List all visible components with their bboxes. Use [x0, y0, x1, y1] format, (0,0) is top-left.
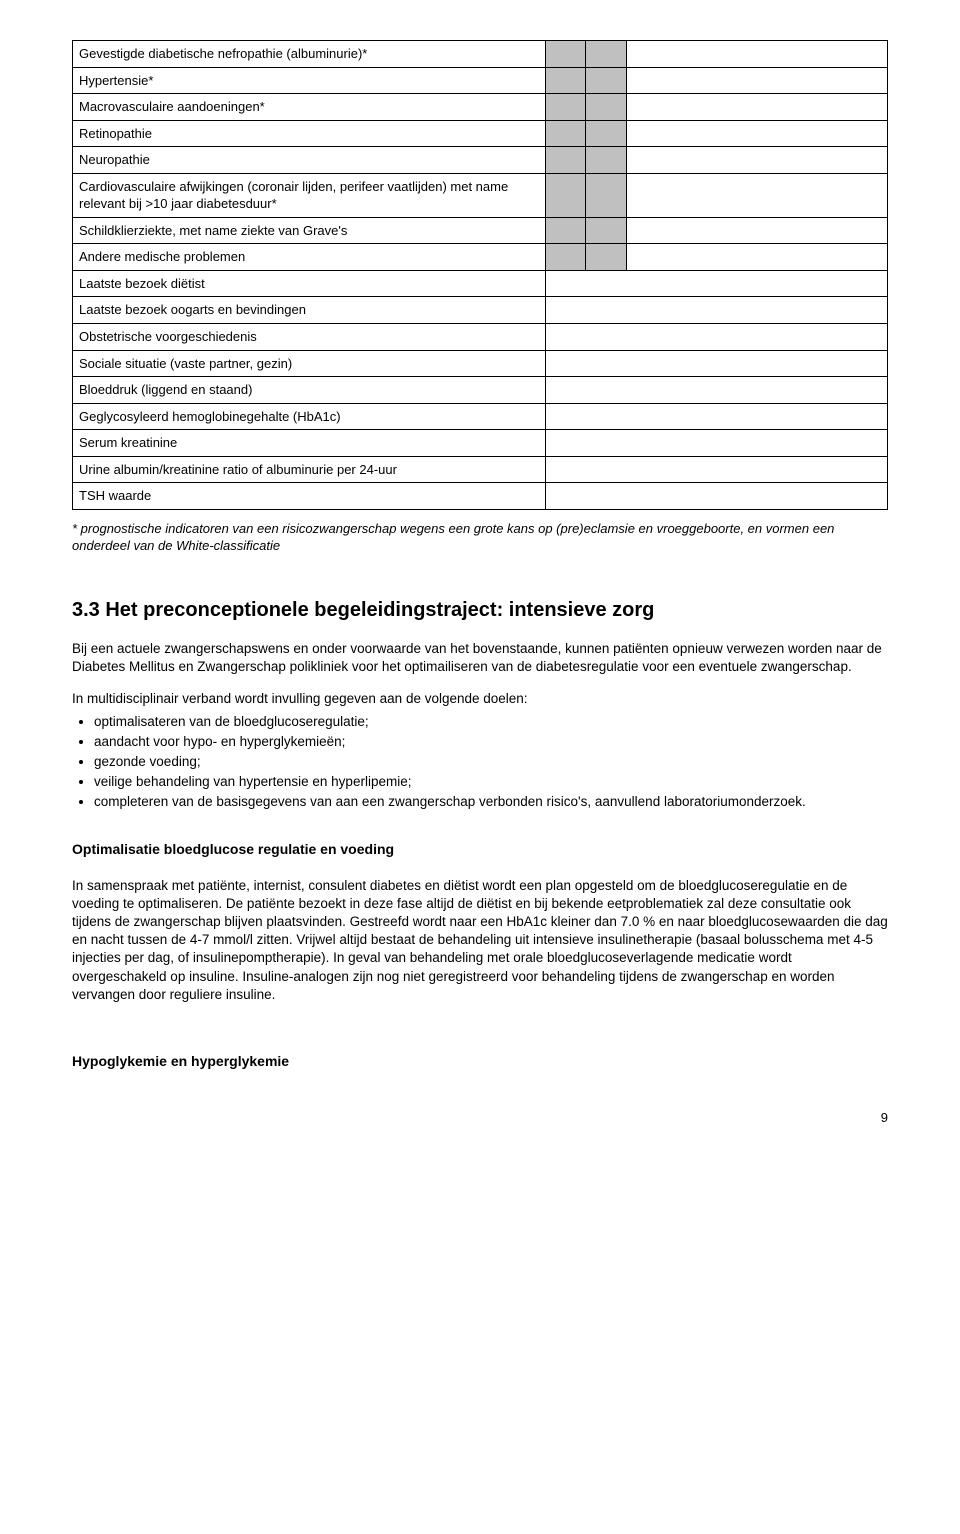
condition-cell: Urine albumin/kreatinine ratio of albumi… — [73, 456, 546, 483]
list-item: gezonde voeding; — [94, 753, 888, 771]
shade-cell — [545, 41, 586, 68]
table-row: Sociale situatie (vaste partner, gezin) — [73, 350, 888, 377]
blank-cell — [627, 67, 888, 94]
subsection-heading: Optimalisatie bloedglucose regulatie en … — [72, 840, 888, 859]
shade-cell — [545, 244, 586, 271]
blank-cell — [627, 147, 888, 174]
blank-cell — [545, 377, 887, 404]
conditions-table: Gevestigde diabetische nefropathie (albu… — [72, 40, 888, 510]
list-item: optimalisateren van de bloedglucoseregul… — [94, 713, 888, 731]
table-row: Schildklierziekte, met name ziekte van G… — [73, 217, 888, 244]
paragraph: Bij een actuele zwangerschapswens en ond… — [72, 640, 888, 676]
condition-cell: Macrovasculaire aandoeningen* — [73, 94, 546, 121]
shade-cell — [586, 147, 627, 174]
list-item: veilige behandeling van hypertensie en h… — [94, 773, 888, 791]
goals-list: optimalisateren van de bloedglucoseregul… — [72, 713, 888, 812]
table-row: Bloeddruk (liggend en staand) — [73, 377, 888, 404]
page-number: 9 — [72, 1109, 888, 1127]
blank-cell — [627, 244, 888, 271]
blank-cell — [545, 350, 887, 377]
table-row: Gevestigde diabetische nefropathie (albu… — [73, 41, 888, 68]
shade-cell — [545, 120, 586, 147]
list-item: completeren van de basisgegevens van aan… — [94, 793, 888, 811]
shade-cell — [586, 67, 627, 94]
shade-cell — [586, 120, 627, 147]
list-item: aandacht voor hypo- en hyperglykemieën; — [94, 733, 888, 751]
table-row: Laatste bezoek oogarts en bevindingen — [73, 297, 888, 324]
table-row: Geglycosyleerd hemoglobinegehalte (HbA1c… — [73, 403, 888, 430]
paragraph: In multidisciplinair verband wordt invul… — [72, 690, 888, 708]
shade-cell — [586, 244, 627, 271]
table-row: Serum kreatinine — [73, 430, 888, 457]
section-heading: 3.3 Het preconceptionele begeleidingstra… — [72, 597, 888, 624]
condition-cell: Neuropathie — [73, 147, 546, 174]
table-row: Hypertensie* — [73, 67, 888, 94]
condition-cell: Laatste bezoek oogarts en bevindingen — [73, 297, 546, 324]
shade-cell — [586, 173, 627, 217]
table-row: Laatste bezoek diëtist — [73, 270, 888, 297]
blank-cell — [545, 430, 887, 457]
blank-cell — [545, 403, 887, 430]
condition-cell: Serum kreatinine — [73, 430, 546, 457]
conditions-table-body: Gevestigde diabetische nefropathie (albu… — [73, 41, 888, 510]
blank-cell — [627, 120, 888, 147]
condition-cell: Obstetrische voorgeschiedenis — [73, 324, 546, 351]
condition-cell: Gevestigde diabetische nefropathie (albu… — [73, 41, 546, 68]
table-row: Urine albumin/kreatinine ratio of albumi… — [73, 456, 888, 483]
blank-cell — [545, 456, 887, 483]
condition-cell: TSH waarde — [73, 483, 546, 510]
blank-cell — [545, 483, 887, 510]
table-footnote: * prognostische indicatoren van een risi… — [72, 520, 888, 555]
shade-cell — [586, 41, 627, 68]
shade-cell — [545, 67, 586, 94]
blank-cell — [627, 173, 888, 217]
table-row: Obstetrische voorgeschiedenis — [73, 324, 888, 351]
shade-cell — [545, 217, 586, 244]
condition-cell: Hypertensie* — [73, 67, 546, 94]
shade-cell — [545, 94, 586, 121]
condition-cell: Schildklierziekte, met name ziekte van G… — [73, 217, 546, 244]
blank-cell — [627, 41, 888, 68]
blank-cell — [545, 270, 887, 297]
table-row: TSH waarde — [73, 483, 888, 510]
blank-cell — [627, 94, 888, 121]
table-row: Neuropathie — [73, 147, 888, 174]
shade-cell — [545, 147, 586, 174]
condition-cell: Geglycosyleerd hemoglobinegehalte (HbA1c… — [73, 403, 546, 430]
shade-cell — [586, 94, 627, 121]
table-row: Andere medische problemen — [73, 244, 888, 271]
condition-cell: Laatste bezoek diëtist — [73, 270, 546, 297]
table-row: Retinopathie — [73, 120, 888, 147]
shade-cell — [586, 217, 627, 244]
table-row: Cardiovasculaire afwijkingen (coronair l… — [73, 173, 888, 217]
blank-cell — [627, 217, 888, 244]
condition-cell: Retinopathie — [73, 120, 546, 147]
paragraph: In samenspraak met patiënte, internist, … — [72, 877, 888, 1005]
blank-cell — [545, 297, 887, 324]
page-container: Gevestigde diabetische nefropathie (albu… — [0, 0, 960, 1167]
table-row: Macrovasculaire aandoeningen* — [73, 94, 888, 121]
subsection-heading: Hypoglykemie en hyperglykemie — [72, 1052, 888, 1071]
shade-cell — [545, 173, 586, 217]
condition-cell: Cardiovasculaire afwijkingen (coronair l… — [73, 173, 546, 217]
blank-cell — [545, 324, 887, 351]
condition-cell: Andere medische problemen — [73, 244, 546, 271]
condition-cell: Bloeddruk (liggend en staand) — [73, 377, 546, 404]
condition-cell: Sociale situatie (vaste partner, gezin) — [73, 350, 546, 377]
